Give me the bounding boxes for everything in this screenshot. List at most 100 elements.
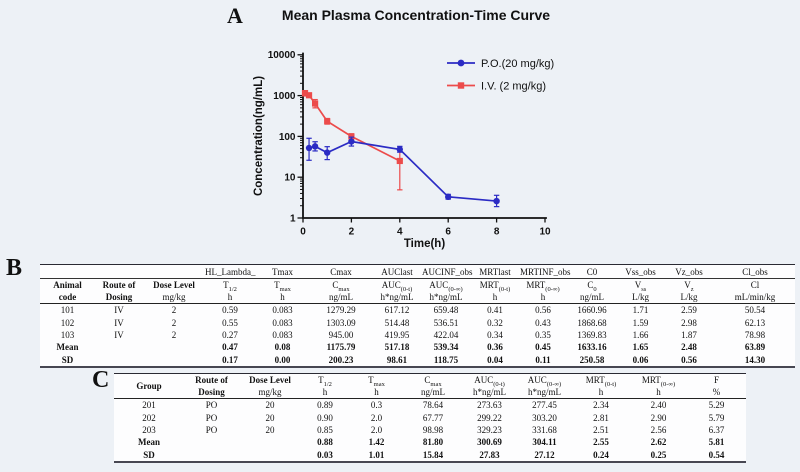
header-text: h (492, 292, 498, 302)
header-text: C (332, 280, 339, 290)
table-cell: 329.23 (477, 424, 502, 435)
unit-header-cell: h (349, 386, 404, 399)
table-cell: 14.30 (715, 353, 795, 368)
header-subscript: (0-∞) (660, 380, 676, 388)
column-header-cell: Route of (184, 374, 239, 387)
column-header-cell: Group (114, 373, 184, 399)
column-header-cell: Dose Level (143, 279, 205, 292)
unit-header-cell: h (572, 386, 630, 399)
data-point (445, 193, 452, 201)
unit-header-cell: ng/mL (566, 291, 618, 304)
header-text: C (424, 375, 431, 385)
table-row: Mean 0.47 0.08 1175.79 517.18 539.34 0.36 0.45 1… (40, 341, 795, 353)
header-text: h (598, 387, 604, 397)
header-text: Dosing (198, 387, 225, 397)
group-header-cell: Vz_obs (663, 264, 715, 279)
data-point (305, 144, 313, 152)
header-subscript: (0-t) (400, 285, 413, 293)
column-header-cell: AUC(0-∞) (517, 374, 572, 388)
group-header-cell: MRTINF_obs (520, 264, 571, 279)
table-cell: 2 (171, 317, 177, 328)
header-text: Dosing (105, 292, 133, 302)
table-cell: 1868.68 (577, 317, 607, 328)
header-subscript: (0-∞) (546, 380, 562, 388)
table-cell: 2.81 (593, 412, 609, 423)
header-subscript: max (373, 380, 385, 388)
table-cell: 20 (265, 400, 275, 411)
po-pk-parameters-table: Group Route of Dose Level T1/2 Tmax Cmax AUC(0… (114, 373, 746, 463)
table-cell: 2.0 (370, 424, 383, 435)
header-text: MRT (585, 375, 605, 385)
table-cell: 20 (265, 412, 275, 423)
header-text: F (713, 375, 719, 385)
legend-label: P.O.(20 mg/kg) (481, 58, 554, 70)
table-cell: IV (114, 305, 124, 316)
header-text: Dose Level (249, 375, 291, 385)
table-cell: 2.90 (650, 412, 667, 423)
header-text: MRT (526, 280, 546, 290)
header-text: h*ng/mL (473, 387, 506, 397)
table-cell: 250.58 (566, 353, 618, 368)
table-cell: 1.59 (632, 317, 649, 328)
column-header-cell: Cmax (404, 374, 462, 388)
y-tick-label: 1000 (273, 91, 296, 102)
table-cell: 27.83 (462, 448, 517, 463)
table-cell: 0.43 (535, 317, 551, 328)
column-header-cell: MRT(0-t) (470, 279, 520, 293)
table-cell: 536.51 (433, 317, 459, 328)
table-cell: 0.3 (370, 400, 383, 411)
table-cell: 539.34 (433, 342, 459, 353)
data-point (311, 143, 319, 150)
header-subscript: 0 (593, 285, 597, 293)
table-cell: PO (205, 412, 218, 423)
header-text: L/kg (680, 292, 698, 302)
group-header-cell: Cl_obs (715, 264, 795, 279)
table-cell (95, 341, 143, 353)
table-cell: 0.85 (317, 424, 333, 435)
table-cell (95, 353, 143, 368)
group-header-cell: Tmax (255, 264, 310, 279)
table-cell: 2.55 (593, 437, 609, 448)
table-cell: 0.24 (572, 448, 630, 463)
table-cell: SD (40, 353, 95, 368)
table-cell: 1.66 (632, 329, 649, 340)
table-cell: 2.48 (681, 342, 697, 353)
table-cell: 517.18 (384, 342, 410, 353)
table-row: 102 IV 2 0.55 0.083 1303.09 514.48 536.51 0.32 0.… (40, 316, 795, 328)
table-cell (184, 436, 239, 448)
data-point (396, 146, 403, 153)
header-subscript: (0-t) (604, 380, 617, 388)
table-cell: 2.59 (681, 305, 697, 316)
header-text: h (280, 292, 285, 302)
table-cell: 5.29 (708, 400, 725, 411)
table-row: 101 IV 2 0.59 0.083 1279.29 617.12 659.48 0.41 0.… (40, 304, 795, 317)
x-tick-label: 4 (397, 227, 403, 238)
data-point (301, 90, 309, 97)
table-cell: 1369.83 (577, 329, 607, 340)
table-cell: 201 (142, 400, 156, 411)
table-cell: 5.79 (708, 412, 725, 423)
header-subscript: 1/2 (323, 380, 332, 388)
table-cell: 304.11 (532, 437, 557, 448)
table-cell: 0.00 (255, 353, 310, 368)
unit-header-row: code Dosing mg/kg h h ng/mL h*ng/mL h*ng/mL h h ng… (40, 291, 795, 304)
y-tick-label: 1 (290, 213, 296, 224)
table-cell: 2.62 (650, 437, 667, 448)
header-text: T (318, 375, 324, 385)
table-cell: 1303.09 (326, 317, 356, 328)
table-cell: 98.98 (422, 424, 444, 435)
table-cell: 78.64 (422, 400, 444, 411)
table-row: 202 PO 20 0.90 2.0 67.77 299.22 303.20 2.81 2.90 5… (114, 411, 746, 423)
table-cell: 2.56 (650, 424, 667, 435)
table-row: SD 0.03 1.01 15.84 27.83 27.12 0.24 0.25 0.54 (114, 448, 746, 463)
data-point (396, 157, 403, 165)
unit-header-cell: Dosing (95, 291, 143, 304)
column-header-cell: MRT(0-∞) (630, 374, 687, 388)
header-text: h (227, 292, 233, 302)
table-cell: 67.77 (422, 412, 444, 423)
panel-a-label: A (227, 3, 243, 28)
table-cell (239, 436, 301, 448)
table-cell: 5.81 (708, 437, 725, 448)
unit-header-cell: h (470, 291, 520, 304)
column-header-cell: AUC(0-t) (372, 279, 422, 293)
